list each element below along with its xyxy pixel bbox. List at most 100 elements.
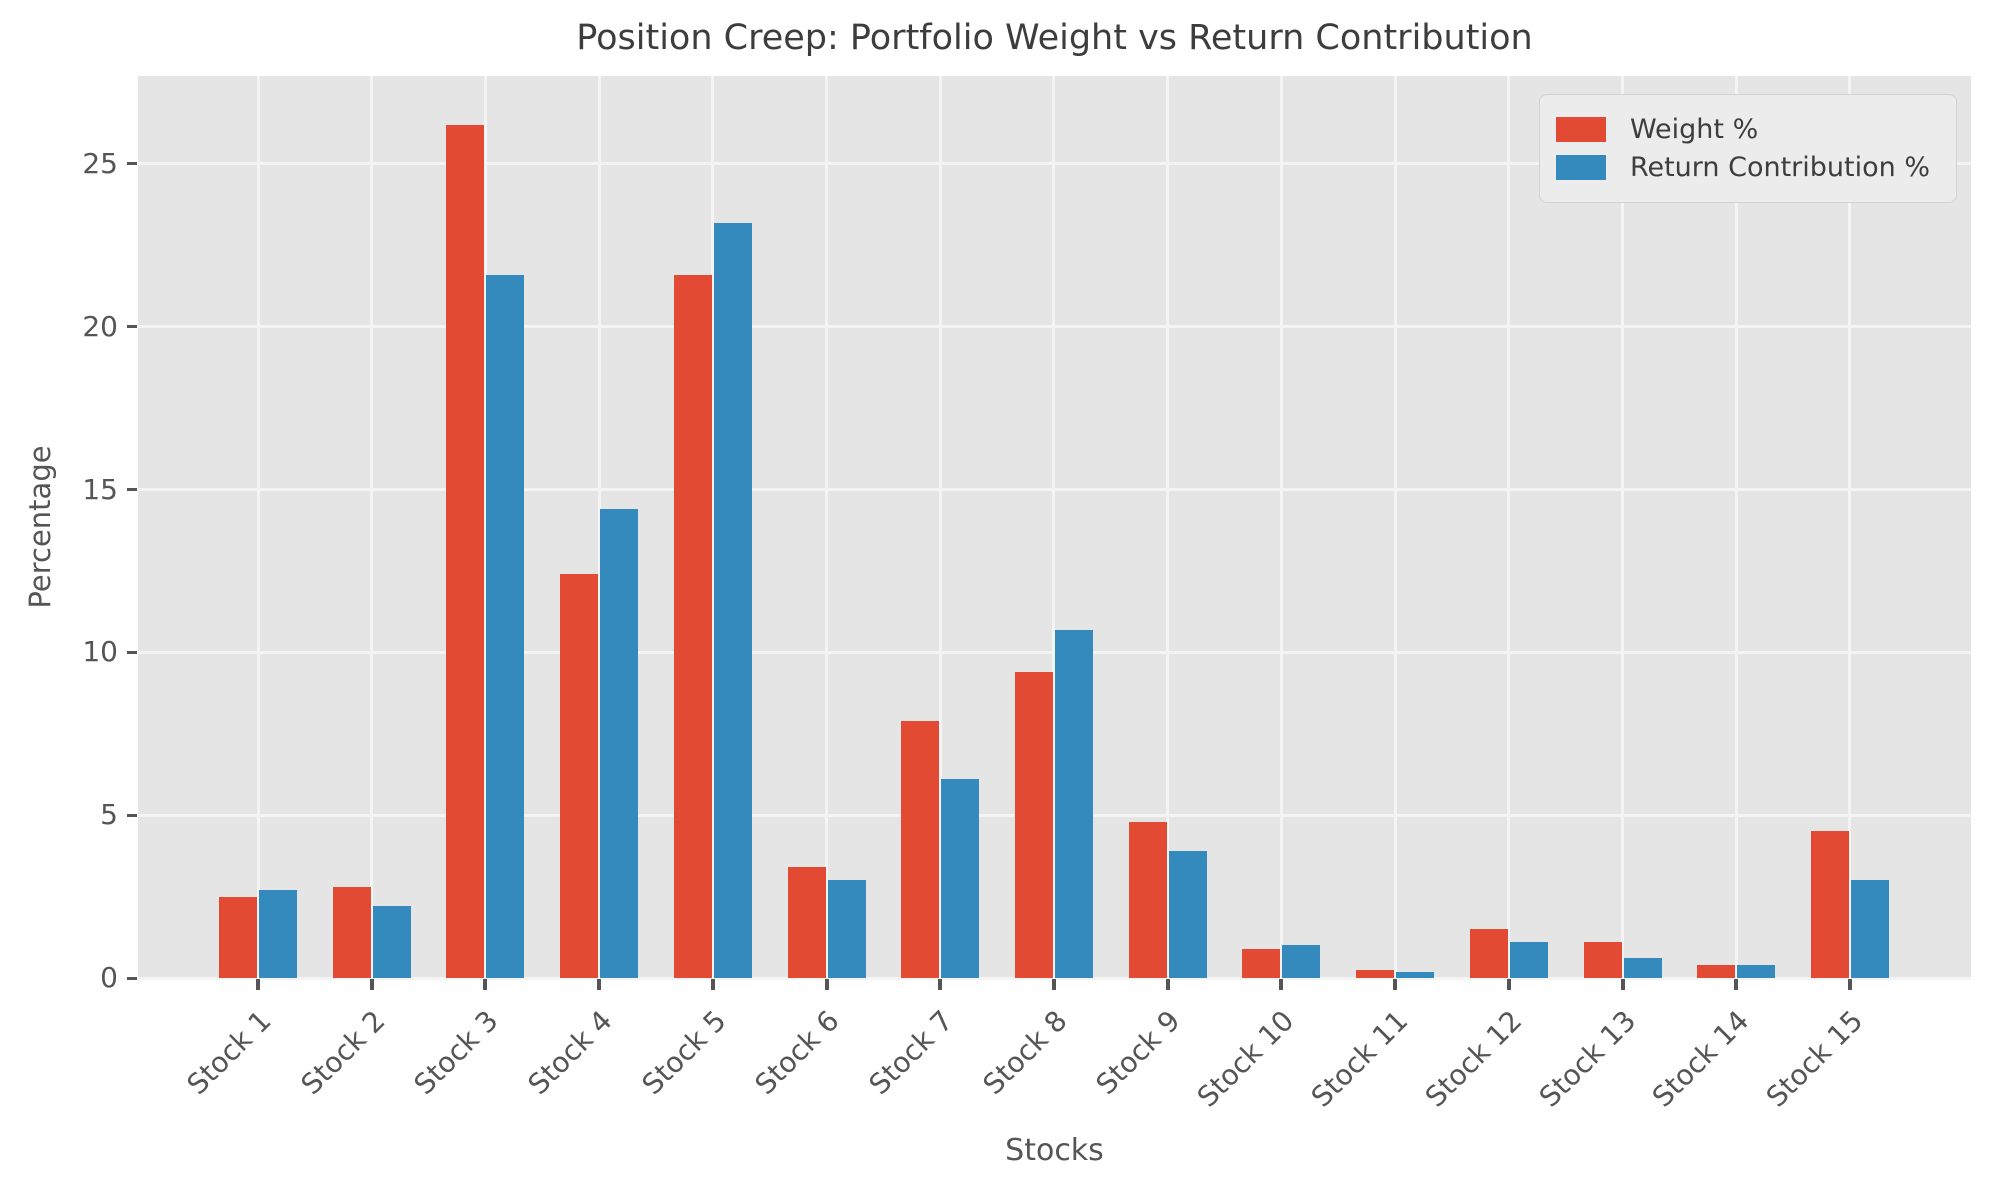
gridline-vertical xyxy=(1052,76,1056,978)
x-tick-mark xyxy=(710,979,715,990)
bar-return-contribution-stock-2 xyxy=(372,906,411,978)
gridline-vertical xyxy=(483,76,487,978)
x-tick-label: Stock 6 xyxy=(748,1004,846,1102)
x-tick-mark xyxy=(1165,979,1170,990)
bar-weight-stock-14 xyxy=(1697,964,1736,978)
x-tick-mark xyxy=(369,979,374,990)
gridline-horizontal xyxy=(138,976,1971,980)
bar-return-contribution-stock-4 xyxy=(600,509,639,978)
y-tick-label: 0 xyxy=(100,961,118,994)
bar-return-contribution-stock-6 xyxy=(827,880,866,978)
bar-weight-stock-10 xyxy=(1242,948,1281,978)
x-tick-mark xyxy=(1620,979,1625,990)
x-tick-mark xyxy=(1051,979,1056,990)
bar-weight-stock-4 xyxy=(560,574,599,978)
y-tick-label: 15 xyxy=(82,472,118,506)
gridline-vertical xyxy=(1507,76,1511,978)
chart-title: Position Creep: Portfolio Weight vs Retu… xyxy=(576,18,1533,58)
x-tick-label: Stock 5 xyxy=(635,1004,733,1102)
x-tick-label: Stock 15 xyxy=(1759,1004,1870,1114)
x-tick-label: Stock 3 xyxy=(407,1004,505,1102)
gridline-vertical xyxy=(370,76,374,978)
x-tick-mark xyxy=(1734,979,1739,990)
bar-weight-stock-9 xyxy=(1128,821,1167,978)
gridline-vertical xyxy=(711,76,715,978)
bar-weight-stock-12 xyxy=(1469,929,1508,978)
plot-area xyxy=(138,76,1971,980)
gridline-vertical xyxy=(1279,76,1283,978)
y-tick-mark xyxy=(127,162,137,166)
bar-return-contribution-stock-7 xyxy=(941,779,980,978)
legend-swatch-weight xyxy=(1555,117,1606,142)
legend-label: Weight % xyxy=(1629,114,1759,145)
legend-label: Return Contribution % xyxy=(1629,152,1930,183)
y-tick-label: 10 xyxy=(82,635,118,669)
x-tick-label: Stock 14 xyxy=(1645,1004,1756,1114)
bar-weight-stock-13 xyxy=(1583,942,1622,978)
gridline-vertical xyxy=(1393,76,1397,978)
x-tick-label: Stock 12 xyxy=(1418,1004,1529,1114)
bar-weight-stock-2 xyxy=(332,886,371,978)
x-tick-mark xyxy=(1847,979,1852,990)
bar-return-contribution-stock-15 xyxy=(1850,880,1889,978)
bar-return-contribution-stock-10 xyxy=(1282,945,1321,978)
x-tick-mark xyxy=(938,979,943,990)
x-tick-label: Stock 1 xyxy=(180,1004,278,1102)
bar-return-contribution-stock-5 xyxy=(713,222,752,978)
bar-weight-stock-8 xyxy=(1014,671,1053,978)
gridline-vertical xyxy=(825,76,829,978)
y-axis-label: Percentage xyxy=(23,445,57,609)
x-tick-label: Stock 9 xyxy=(1089,1004,1188,1102)
legend-item: Return Contribution % xyxy=(1555,152,1930,183)
x-tick-label: Stock 10 xyxy=(1191,1004,1301,1114)
bar-return-contribution-stock-11 xyxy=(1396,971,1435,978)
bar-weight-stock-11 xyxy=(1356,969,1395,978)
x-tick-mark xyxy=(483,979,488,990)
x-tick-label: Stock 7 xyxy=(862,1004,960,1102)
bar-return-contribution-stock-13 xyxy=(1623,958,1662,978)
bar-return-contribution-stock-9 xyxy=(1168,851,1207,978)
x-tick-label: Stock 13 xyxy=(1532,1004,1642,1114)
bar-return-contribution-stock-1 xyxy=(259,890,297,978)
x-tick-mark xyxy=(1279,979,1284,990)
bar-return-contribution-stock-14 xyxy=(1737,964,1776,978)
x-tick-mark xyxy=(256,979,260,990)
x-axis-label: Stocks xyxy=(1005,1133,1104,1168)
bar-weight-stock-7 xyxy=(901,720,940,978)
y-tick-mark xyxy=(127,488,137,492)
x-tick-mark xyxy=(597,979,602,990)
y-tick-mark xyxy=(127,976,137,980)
bar-weight-stock-6 xyxy=(787,867,826,978)
gridline-vertical xyxy=(1848,76,1852,978)
gridline-vertical xyxy=(938,76,942,978)
gridline-vertical xyxy=(256,76,260,978)
x-tick-label: Stock 2 xyxy=(294,1004,392,1102)
x-tick-label: Stock 11 xyxy=(1304,1004,1415,1114)
bar-weight-stock-15 xyxy=(1810,831,1849,978)
bar-weight-stock-1 xyxy=(219,896,257,978)
x-tick-mark xyxy=(1506,979,1511,990)
y-tick-mark xyxy=(127,813,137,817)
bar-return-contribution-stock-8 xyxy=(1054,629,1093,978)
legend: Weight % Return Contribution % xyxy=(1538,94,1957,203)
x-tick-label: Stock 4 xyxy=(521,1004,619,1102)
gridline-vertical xyxy=(1621,76,1625,978)
legend-swatch-return-contribution xyxy=(1555,155,1606,180)
gridline-vertical xyxy=(1734,76,1738,978)
x-tick-mark xyxy=(824,979,829,990)
gridline-vertical xyxy=(597,76,601,978)
y-tick-mark xyxy=(127,325,137,329)
x-tick-label: Stock 8 xyxy=(976,1004,1074,1102)
legend-item: Weight % xyxy=(1555,114,1930,145)
bar-return-contribution-stock-3 xyxy=(486,274,525,978)
bar-weight-stock-3 xyxy=(446,124,485,978)
y-tick-mark xyxy=(127,650,137,654)
y-tick-label: 5 xyxy=(100,798,118,832)
y-tick-label: 25 xyxy=(82,146,118,180)
y-tick-label: 20 xyxy=(82,309,118,343)
gridline-vertical xyxy=(1166,76,1170,978)
bar-return-contribution-stock-12 xyxy=(1509,942,1548,978)
x-tick-mark xyxy=(1393,979,1398,990)
bar-weight-stock-5 xyxy=(673,274,712,978)
